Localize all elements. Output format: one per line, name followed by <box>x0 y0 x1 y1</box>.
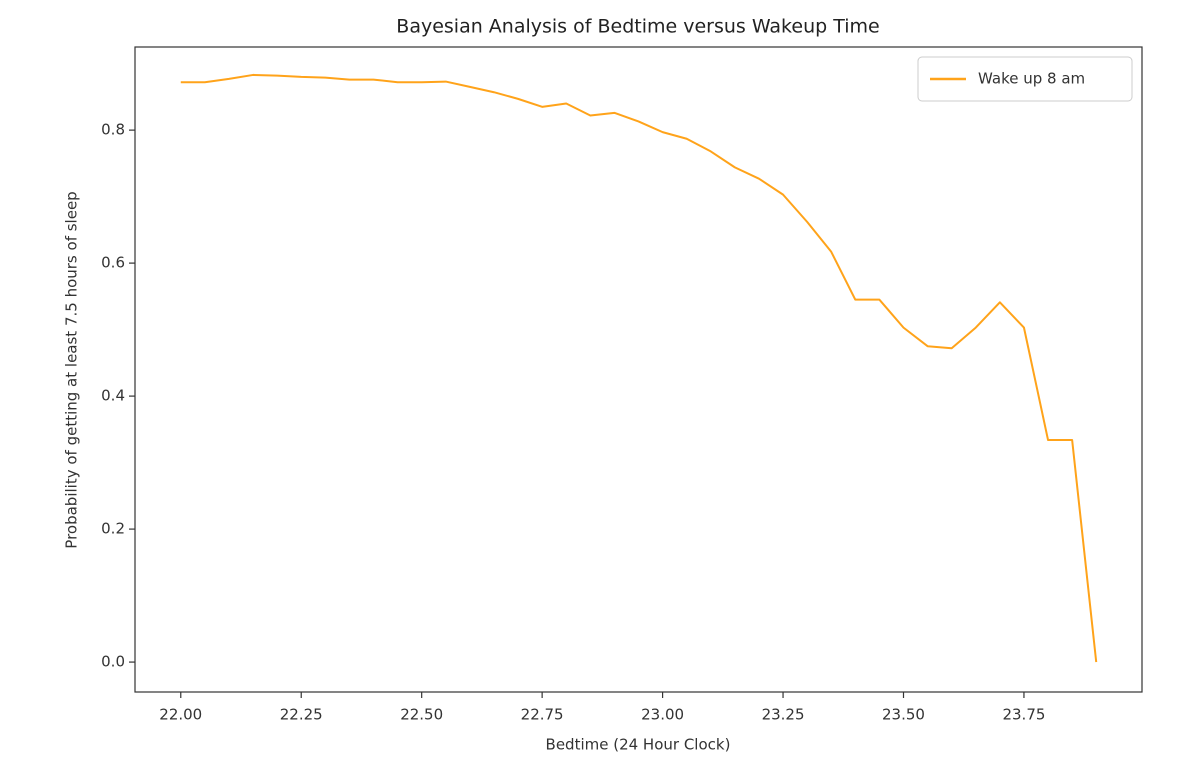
chart-title: Bayesian Analysis of Bedtime versus Wake… <box>396 16 879 38</box>
x-tick-label: 22.75 <box>521 706 564 724</box>
plot-frame <box>134 46 1143 693</box>
y-tick-label: 0.0 <box>101 653 125 671</box>
legend-label: Wake up 8 am <box>978 70 1085 88</box>
x-axis-label: Bedtime (24 Hour Clock) <box>546 736 731 754</box>
x-tick-label: 23.50 <box>882 706 925 724</box>
data-line <box>180 73 1098 663</box>
y-tick-label: 0.4 <box>101 387 125 405</box>
x-tick-label: 23.25 <box>762 706 805 724</box>
x-tick-label: 22.25 <box>280 706 323 724</box>
legend-box <box>917 56 1133 102</box>
y-tick-label: 0.8 <box>101 121 125 139</box>
x-tick-label: 22.00 <box>159 706 202 724</box>
x-tick-label: 23.75 <box>1002 706 1045 724</box>
x-tick-label: 22.50 <box>400 706 443 724</box>
x-tick-label: 23.00 <box>641 706 684 724</box>
y-tick-label: 0.6 <box>101 254 125 272</box>
y-axis-label: Probability of getting at least 7.5 hour… <box>63 191 81 548</box>
y-tick-label: 0.2 <box>101 520 125 538</box>
